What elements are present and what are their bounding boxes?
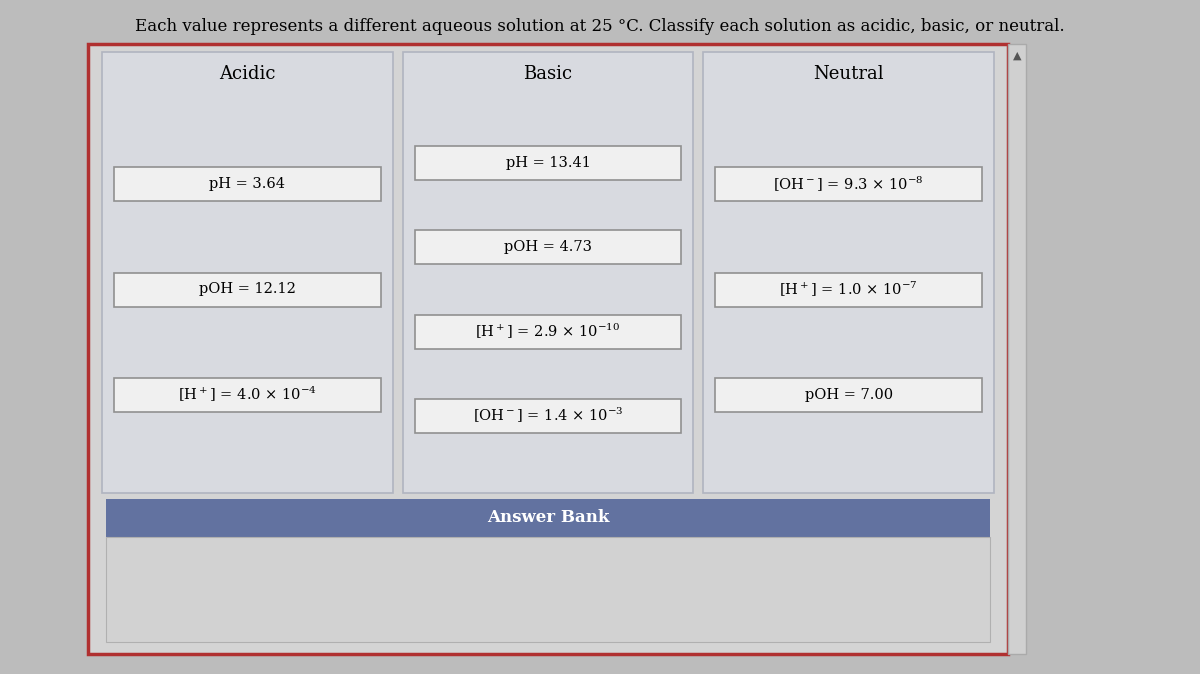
Text: Acidic: Acidic: [220, 65, 276, 83]
Text: pOH = 12.12: pOH = 12.12: [199, 282, 295, 297]
Text: Each value represents a different aqueous solution at 25 °C. Classify each solut: Each value represents a different aqueou…: [136, 18, 1064, 35]
Text: pOH = 7.00: pOH = 7.00: [805, 388, 893, 402]
Text: [OH$^-$] = 1.4 × 10$^{-3}$: [OH$^-$] = 1.4 × 10$^{-3}$: [473, 406, 623, 425]
Text: Answer Bank: Answer Bank: [487, 510, 610, 526]
FancyBboxPatch shape: [114, 272, 380, 307]
FancyBboxPatch shape: [415, 399, 682, 433]
Text: ▲: ▲: [1013, 51, 1021, 61]
FancyBboxPatch shape: [403, 52, 694, 493]
FancyBboxPatch shape: [106, 499, 990, 537]
FancyBboxPatch shape: [102, 52, 392, 493]
Text: [OH$^-$] = 9.3 × 10$^{-8}$: [OH$^-$] = 9.3 × 10$^{-8}$: [773, 175, 924, 194]
Text: [H$^+$] = 1.0 × 10$^{-7}$: [H$^+$] = 1.0 × 10$^{-7}$: [779, 280, 918, 299]
FancyBboxPatch shape: [715, 377, 982, 412]
FancyBboxPatch shape: [715, 272, 982, 307]
FancyBboxPatch shape: [106, 537, 990, 642]
Text: Neutral: Neutral: [814, 65, 884, 83]
Text: pOH = 4.73: pOH = 4.73: [504, 241, 592, 254]
FancyBboxPatch shape: [703, 52, 994, 493]
Text: [H$^+$] = 2.9 × 10$^{-10}$: [H$^+$] = 2.9 × 10$^{-10}$: [475, 322, 620, 341]
FancyBboxPatch shape: [715, 167, 982, 202]
FancyBboxPatch shape: [114, 377, 380, 412]
FancyBboxPatch shape: [88, 44, 1008, 654]
FancyBboxPatch shape: [415, 231, 682, 264]
FancyBboxPatch shape: [1008, 44, 1026, 654]
FancyBboxPatch shape: [415, 146, 682, 180]
Text: Basic: Basic: [523, 65, 572, 83]
FancyBboxPatch shape: [415, 315, 682, 348]
Text: [H$^+$] = 4.0 × 10$^{-4}$: [H$^+$] = 4.0 × 10$^{-4}$: [178, 386, 317, 404]
Text: pH = 13.41: pH = 13.41: [505, 156, 590, 171]
Text: pH = 3.64: pH = 3.64: [209, 177, 286, 191]
FancyBboxPatch shape: [114, 167, 380, 202]
